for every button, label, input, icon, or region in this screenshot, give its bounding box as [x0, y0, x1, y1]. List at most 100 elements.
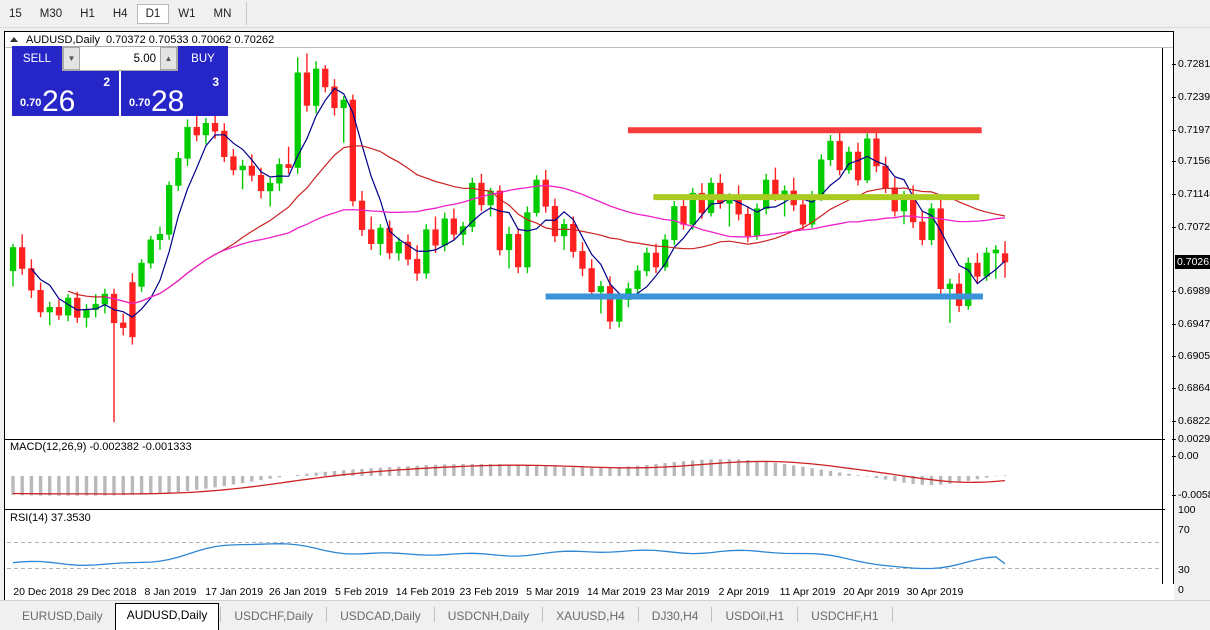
- buy-price-quote[interactable]: 0.70 28 3: [121, 71, 228, 117]
- candle-body: [836, 140, 843, 171]
- date-axis[interactable]: 20 Dec 2018 29 Dec 2018 8 Jan 2019 17 Jan 2…: [4, 584, 1174, 601]
- moving-average-line: [104, 184, 1006, 305]
- one-click-trade-panel: SELL ▼ 5.00 ▲ BUY 0.70 26 2 0.70 28 3: [12, 46, 228, 118]
- chart-ohlc-values: 0.70372 0.70533 0.70062 0.70262: [105, 33, 275, 46]
- scale-tick: [1172, 291, 1176, 293]
- chart-header: AUDUSD,Daily 0.70372 0.70533 0.70062 0.7…: [5, 32, 1173, 48]
- date-label: 17 Jan 2019: [205, 586, 264, 598]
- timeframe-H4[interactable]: H4: [112, 7, 128, 20]
- rsi-pane[interactable]: RSI(14) 37.3530: [5, 511, 1165, 594]
- date-label: 26 Jan 2019: [268, 586, 327, 598]
- timeframe-MN[interactable]: MN: [213, 7, 232, 20]
- chart-plot-area: MACD(12,26,9) -0.002382 -0.001333 RSI(14…: [5, 48, 1173, 594]
- candle-body: [294, 72, 301, 168]
- candle-body: [643, 252, 650, 272]
- rsi-label: RSI(14) 37.3530: [10, 512, 91, 524]
- chart-tab-usdchf-daily[interactable]: USDCHF,Daily: [234, 609, 314, 623]
- candle-body: [340, 99, 347, 109]
- chart-tab-usdcad-daily[interactable]: USDCAD,Daily: [340, 609, 421, 623]
- candle-body: [919, 221, 926, 241]
- chevron-up-icon[interactable]: ▲: [160, 47, 177, 70]
- date-label: 23 Mar 2019: [650, 586, 710, 598]
- candle-body: [239, 165, 246, 171]
- candle-body: [478, 182, 485, 206]
- candle-body: [184, 126, 191, 159]
- macd-scale-label: 0.00: [1178, 450, 1199, 462]
- date-label: 5 Mar 2019: [526, 586, 580, 598]
- scale-tick: [1172, 64, 1176, 66]
- candle-body: [606, 286, 614, 322]
- sell-button[interactable]: SELL: [12, 46, 62, 71]
- candle-body: [156, 234, 164, 241]
- buy-button[interactable]: BUY: [178, 46, 228, 71]
- scale-tick: [1172, 420, 1176, 422]
- timeframe-M30[interactable]: M30: [39, 7, 63, 20]
- chart-tab-dj30-h4[interactable]: DJ30,H4: [651, 609, 699, 623]
- candle-body: [147, 239, 154, 264]
- timeframe-W1[interactable]: W1: [178, 7, 196, 20]
- timeframe-15[interactable]: 15: [9, 7, 22, 20]
- price-scale-axis[interactable]: [1162, 48, 1173, 594]
- chart-tab-eurusd-daily[interactable]: EURUSD,Daily: [22, 609, 103, 623]
- volume-stepper[interactable]: ▼ 5.00 ▲: [62, 46, 178, 71]
- candle-body: [266, 182, 274, 192]
- chart-window: AUDUSD,Daily 0.70372 0.70533 0.70062 0.7…: [4, 31, 1174, 594]
- date-label: 14 Feb 2019: [395, 586, 455, 598]
- candle-body: [92, 303, 99, 310]
- chart-tab-bar: EURUSD,Daily AUDUSD,Daily USDCHF,Daily USDC…: [0, 600, 1210, 630]
- toolbar-divider: [246, 2, 248, 25]
- date-label: 30 Apr 2019: [906, 586, 964, 598]
- chart-tab-usdcnh-daily[interactable]: USDCNH,Daily: [447, 609, 530, 623]
- timeframe-D1[interactable]: D1: [136, 3, 170, 24]
- date-label: 11 Apr 2019: [779, 586, 836, 598]
- volume-input[interactable]: 5.00: [80, 47, 160, 70]
- candle-body: [349, 99, 356, 202]
- chart-tab-audusd-daily[interactable]: AUDUSD,Daily: [114, 603, 220, 630]
- candle-body: [450, 218, 457, 235]
- price-pane[interactable]: [5, 48, 1165, 437]
- candle-body: [285, 164, 292, 168]
- candle-body: [404, 241, 412, 260]
- macd-pane[interactable]: MACD(12,26,9) -0.002382 -0.001333: [5, 439, 1165, 510]
- sell-price-quote[interactable]: 0.70 26 2: [12, 71, 119, 118]
- current-price-marker: 0.70262: [1175, 255, 1210, 270]
- tab-divider: [637, 607, 639, 622]
- macd-scale-label: 0.002957: [1178, 433, 1210, 445]
- tab-divider: [433, 607, 435, 622]
- chart-symbol-title: AUDUSD,Daily: [26, 33, 100, 46]
- candle-body: [55, 306, 63, 316]
- candle-body: [230, 156, 237, 171]
- candle-body: [818, 159, 825, 196]
- chart-tab-xauusd-h4[interactable]: XAUUSD,H4: [556, 609, 625, 623]
- triangle-up-icon[interactable]: [10, 37, 18, 42]
- scale-tick: [1172, 96, 1176, 98]
- candle-body: [74, 297, 81, 318]
- chevron-down-icon[interactable]: ▼: [63, 47, 80, 70]
- candle-body: [221, 130, 228, 157]
- candle-body: [322, 68, 329, 88]
- candle-body: [983, 252, 990, 277]
- timeframe-H1[interactable]: H1: [80, 7, 95, 20]
- candle-body: [395, 241, 402, 254]
- candle-body: [579, 251, 586, 269]
- macd-histogram: [11, 459, 1007, 496]
- date-label: 29 Dec 2018: [76, 586, 137, 598]
- candle-body: [551, 206, 559, 237]
- buy-price-prefix: 0.70: [129, 97, 151, 109]
- sell-price-main: 26: [42, 85, 76, 118]
- candle-body: [864, 138, 871, 181]
- date-label: 8 Jan 2019: [144, 586, 197, 598]
- tab-divider: [797, 607, 799, 622]
- candle-body: [441, 218, 448, 246]
- candle-body: [312, 68, 320, 106]
- chart-tab-usdoil-h1[interactable]: USDOil,H1: [725, 609, 785, 623]
- chart-tab-usdchf-h1[interactable]: USDCHF,H1: [811, 609, 879, 623]
- candle-body: [671, 206, 678, 241]
- candle-body: [524, 212, 531, 268]
- candle-body: [469, 182, 476, 227]
